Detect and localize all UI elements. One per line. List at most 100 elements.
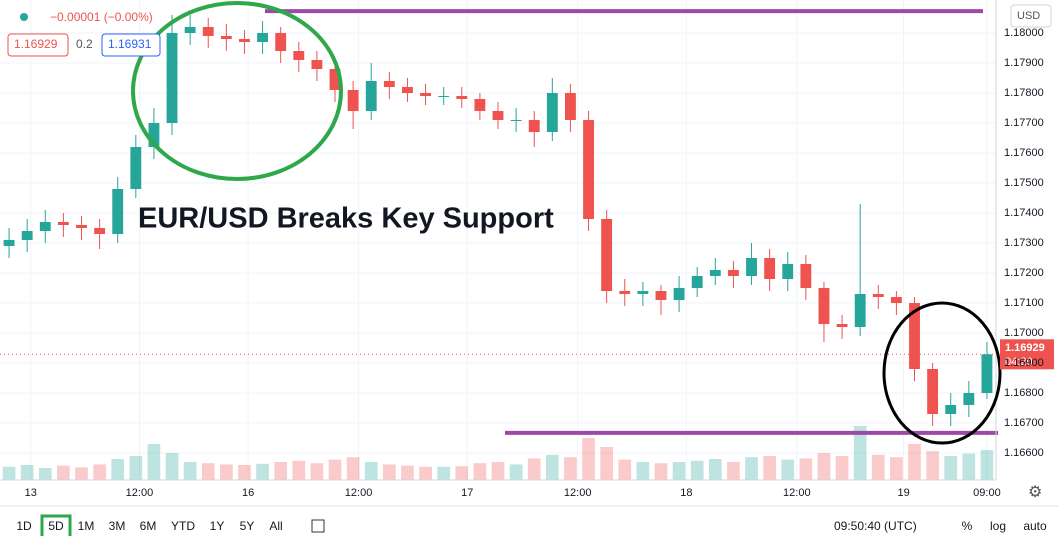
x-tick-label: 13 — [25, 487, 37, 499]
candle-body — [3, 240, 15, 246]
candle-body — [746, 258, 757, 276]
candle-body — [764, 258, 776, 279]
volume-bar — [437, 466, 451, 480]
volume-bar — [944, 456, 958, 480]
candle-body — [402, 87, 413, 93]
volume-bar — [509, 464, 523, 480]
y-tick-label: 1.17400 — [1004, 207, 1044, 219]
x-tick-label: 12:00 — [564, 487, 592, 499]
candle-body — [673, 288, 685, 300]
settings-icon[interactable]: ⚙ — [1028, 484, 1042, 501]
candle-body — [456, 96, 468, 99]
highlight-ellipse — [882, 301, 1002, 445]
scale-option[interactable]: log — [990, 519, 1006, 533]
toolbar: 09:50:40 (UTC) 1D 5D 1M 3M 6M YTD 1Y 5Y All% log a… — [16, 514, 1047, 536]
range-button[interactable]: 3M — [109, 519, 126, 533]
volume-bar — [636, 462, 650, 480]
volume-bar — [835, 456, 849, 480]
range-button[interactable]: 1D — [16, 519, 32, 533]
volume-bar — [853, 426, 867, 480]
volume-bar — [20, 465, 34, 480]
candle-body — [474, 99, 486, 111]
volume-bar — [763, 456, 776, 480]
candle-body — [130, 147, 142, 189]
volume-bar — [401, 465, 414, 480]
candle-body — [347, 90, 359, 111]
status-dot — [20, 13, 28, 21]
highlight-ellipse — [131, 1, 343, 181]
candle-body — [76, 225, 87, 228]
volume-bar — [582, 438, 595, 480]
volume-bar — [908, 444, 921, 480]
volume-bar — [383, 464, 396, 480]
x-tick-label: 16 — [242, 487, 254, 499]
candle-body — [329, 69, 341, 90]
volume-bar — [473, 463, 487, 480]
volume-bar — [817, 453, 831, 480]
candle-body — [383, 81, 395, 87]
candle-body — [184, 27, 196, 33]
candle-body — [619, 291, 631, 294]
y-tick-label: 1.17100 — [1004, 297, 1044, 309]
candle-body — [166, 33, 178, 123]
volume-bar — [708, 459, 722, 480]
candle-body — [872, 294, 884, 297]
candle-body — [293, 51, 305, 60]
range-button[interactable]: 6M — [140, 519, 157, 533]
range-button[interactable]: All — [269, 519, 282, 533]
candle-body — [836, 324, 848, 327]
volume-bar — [183, 462, 197, 480]
candle-body — [927, 369, 939, 414]
candle-body — [691, 276, 703, 288]
range-button[interactable]: 1Y — [210, 519, 225, 533]
last-price-tag: 1.16929 04:20 — [1000, 339, 1054, 370]
candle-body — [94, 228, 106, 234]
range-button[interactable]: 5Y — [240, 519, 255, 533]
currency-box[interactable] — [1010, 4, 1052, 28]
candle-body — [528, 120, 540, 132]
volume-bar — [111, 459, 125, 480]
y-tick-label: 1.17700 — [1004, 117, 1044, 129]
y-tick-label: 1.17600 — [1004, 147, 1044, 159]
volume-bar — [274, 462, 288, 480]
active-range-box — [40, 514, 72, 536]
scale-option[interactable]: auto — [1023, 519, 1047, 533]
spread: 0.2 — [76, 37, 93, 51]
currency[interactable]: USD — [1017, 10, 1040, 22]
range-button[interactable]: 5D — [48, 519, 64, 533]
ask-box[interactable] — [101, 33, 161, 57]
x-tick-label: 19 — [898, 487, 910, 499]
candle-body — [220, 36, 232, 39]
scale-option[interactable]: % — [962, 519, 973, 533]
candle-body — [311, 60, 323, 69]
candle-body — [438, 96, 450, 97]
candle-body — [57, 222, 69, 225]
volume-bar — [690, 460, 704, 480]
compare-icon[interactable] — [311, 519, 325, 533]
volume-bar — [926, 451, 939, 480]
volume-bar — [799, 458, 813, 480]
price-change: −0.00001 (−0.00%) — [50, 10, 153, 24]
y-tick-label: 1.17300 — [1004, 237, 1044, 249]
bid-price[interactable]: 1.16929 — [14, 37, 58, 51]
volume-bar — [727, 462, 740, 480]
plot-area — [0, 0, 998, 480]
x-tick-label: 17 — [461, 487, 473, 499]
volume-bar — [220, 464, 233, 480]
range-button[interactable]: YTD — [171, 519, 195, 533]
countdown: 04:20 — [1005, 356, 1033, 368]
volume-bar — [419, 466, 432, 480]
volume-bar — [980, 450, 994, 480]
candle-body — [492, 111, 504, 120]
candle-body — [21, 231, 33, 240]
volume-bar — [147, 444, 161, 480]
volume-bar — [201, 463, 215, 480]
ask-price[interactable]: 1.16931 — [108, 37, 152, 51]
range-button[interactable]: 1M — [78, 519, 95, 533]
y-tick-label: 1.16600 — [1004, 447, 1044, 459]
y-tick-label: 1.17500 — [1004, 177, 1044, 189]
volume-bar — [618, 459, 632, 480]
y-tick-label: 1.17900 — [1004, 57, 1044, 69]
bid-box[interactable] — [7, 33, 69, 57]
